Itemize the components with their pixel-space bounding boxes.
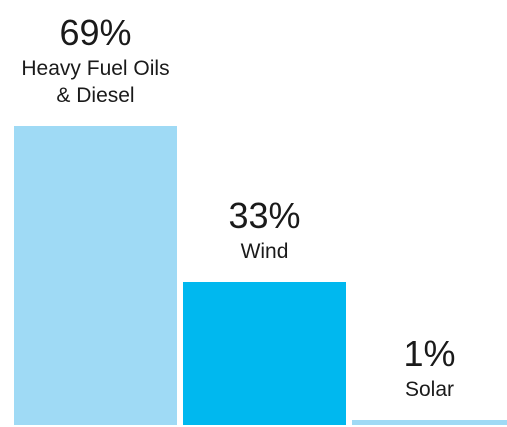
bar-value-label-3: 1% (403, 333, 455, 374)
bar-3 (352, 420, 507, 425)
bar-category-label-1: & Diesel (56, 84, 134, 107)
bar-2 (183, 282, 346, 425)
bar-category-label-3: Solar (405, 378, 454, 401)
bar-1 (14, 126, 177, 425)
bar-value-label-2: 33% (228, 195, 300, 236)
bar-value-label-1: 69% (59, 12, 131, 53)
bar-category-label-2: Wind (241, 240, 289, 263)
bar-category-label-1: Heavy Fuel Oils (21, 57, 169, 80)
